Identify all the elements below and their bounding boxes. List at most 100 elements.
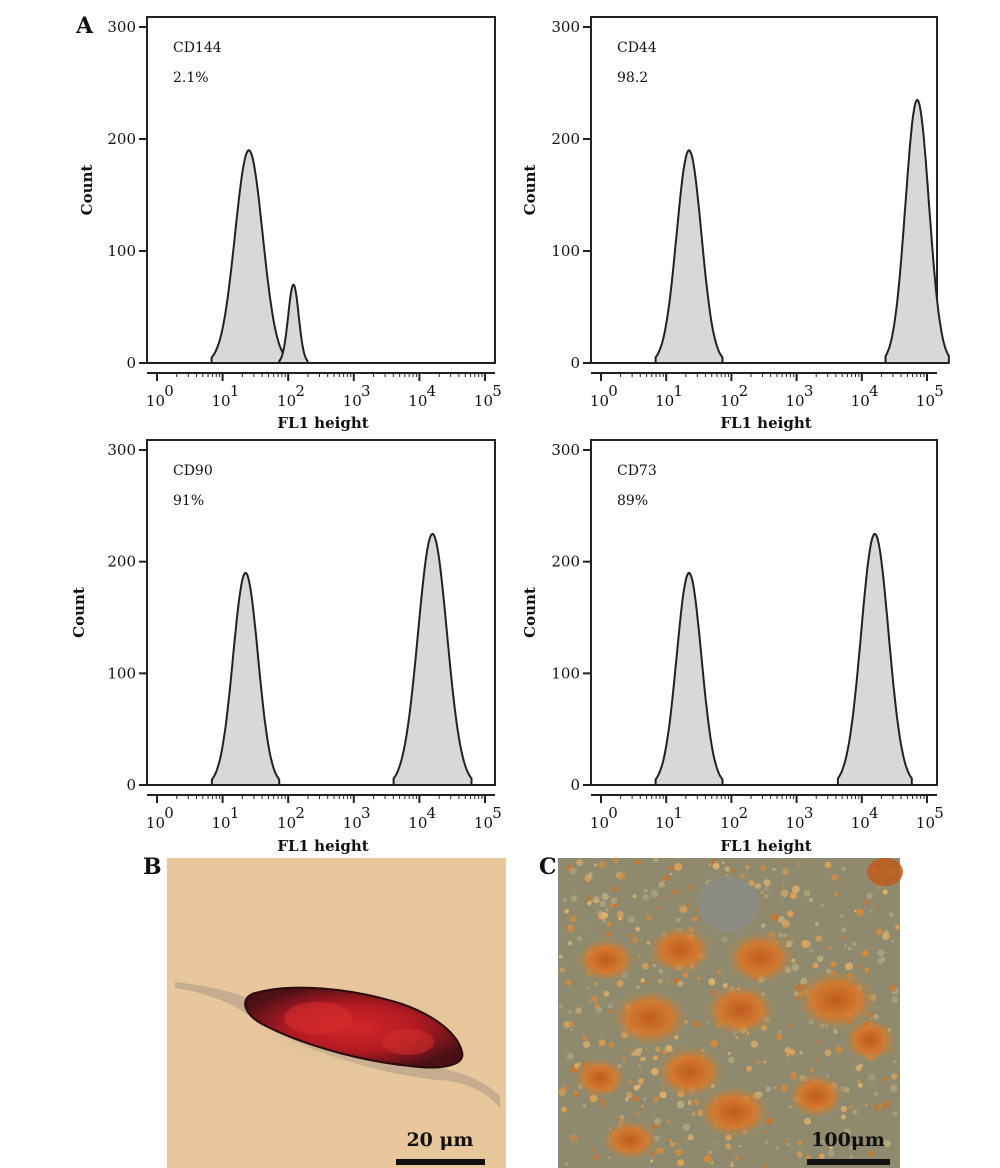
y-axis-title: Count <box>521 587 539 638</box>
y-tick-label: 200 <box>107 553 136 571</box>
speckle <box>801 939 810 948</box>
speckle <box>603 990 610 997</box>
x-tick-label-exponent: 1 <box>673 804 683 822</box>
speckle <box>640 978 645 983</box>
x-axis-title: FL1 height <box>720 837 811 855</box>
speckle <box>876 928 883 935</box>
speckle <box>770 913 779 922</box>
speckle <box>731 1161 734 1164</box>
speckle <box>634 859 641 866</box>
y-axis-title: Count <box>70 587 88 638</box>
speckle <box>890 1084 898 1093</box>
speckle <box>764 1140 769 1145</box>
stained-clump <box>574 1058 626 1098</box>
speckle <box>856 908 864 916</box>
x-tick-label-base: 10 <box>590 392 609 410</box>
panel-label-a: A <box>75 13 94 39</box>
x-tick-label-exponent: 3 <box>804 382 814 400</box>
histogram-peak <box>392 532 473 786</box>
stained-clump <box>656 1046 724 1098</box>
x-tick-label-exponent: 3 <box>361 804 371 822</box>
speckle <box>809 948 814 953</box>
speckle <box>599 900 606 908</box>
x-axis-title: FL1 height <box>720 414 811 432</box>
speckle <box>633 1085 640 1091</box>
speckle <box>731 868 737 874</box>
speckle <box>611 886 618 892</box>
speckle <box>607 1156 611 1159</box>
speckle <box>864 899 870 905</box>
cell-nucleus <box>382 1029 434 1055</box>
speckle <box>593 895 599 901</box>
speckle <box>650 889 659 898</box>
speckle <box>882 889 888 895</box>
speckle <box>882 932 890 941</box>
speckle <box>849 1105 853 1109</box>
speckle <box>638 1078 645 1085</box>
x-tick-label-exponent: 2 <box>295 382 305 400</box>
speckle <box>819 1153 825 1160</box>
x-tick-label-base: 10 <box>474 814 493 832</box>
speckle <box>827 1150 835 1158</box>
speckle <box>803 1117 812 1125</box>
marker-name: CD90 <box>173 463 213 479</box>
micrograph-b: 20 μm <box>167 858 506 1168</box>
speckle <box>635 926 641 932</box>
speckle <box>843 1128 851 1136</box>
speckle <box>694 916 698 920</box>
speckle <box>592 1153 600 1161</box>
speckle <box>754 883 762 890</box>
speckle <box>891 996 899 1004</box>
speckle <box>861 950 869 958</box>
speckle <box>796 1151 803 1158</box>
speckle <box>760 923 766 928</box>
speckle <box>827 946 832 950</box>
speckle <box>889 984 897 992</box>
speckle <box>845 962 853 971</box>
speckle <box>821 1140 824 1143</box>
histogram-peak <box>210 149 287 364</box>
histogram-peak <box>836 532 913 786</box>
speckle <box>841 935 846 939</box>
speckle <box>814 1058 819 1062</box>
x-tick-label-base: 10 <box>146 392 165 410</box>
speckle <box>762 1130 767 1134</box>
stained-clump <box>698 1086 770 1138</box>
speckle <box>576 936 582 942</box>
speckle <box>740 873 746 879</box>
x-axis-title: FL1 height <box>277 837 368 855</box>
speckle <box>854 910 857 913</box>
speckle <box>628 916 635 923</box>
histogram-peak <box>884 98 950 364</box>
speckle <box>626 1091 633 1099</box>
stained-clump <box>602 1120 658 1160</box>
stained-clump <box>796 970 876 1030</box>
speckle <box>777 1029 782 1034</box>
speckle <box>760 890 764 894</box>
speckle <box>670 1142 675 1147</box>
speckle <box>675 1142 679 1145</box>
x-tick-label-exponent: 3 <box>361 382 371 400</box>
speckle <box>587 986 590 990</box>
speckle <box>668 865 674 871</box>
speckle <box>577 1011 581 1015</box>
speckle <box>648 960 652 965</box>
speckle <box>593 982 598 986</box>
speckle <box>587 901 592 906</box>
speckle <box>776 1145 779 1149</box>
y-tick-label: 100 <box>551 242 580 260</box>
speckle <box>844 944 847 947</box>
speckle <box>708 1150 712 1155</box>
speckle <box>721 861 725 865</box>
speckle <box>764 886 770 891</box>
speckle <box>655 1147 662 1155</box>
speckle <box>570 895 578 902</box>
speckle <box>867 1073 876 1082</box>
speckle <box>643 1097 647 1101</box>
speckle <box>888 912 894 918</box>
stained-clump <box>726 932 794 984</box>
stained-clump <box>648 926 712 974</box>
speckle <box>628 932 634 938</box>
speckle <box>561 1106 567 1113</box>
